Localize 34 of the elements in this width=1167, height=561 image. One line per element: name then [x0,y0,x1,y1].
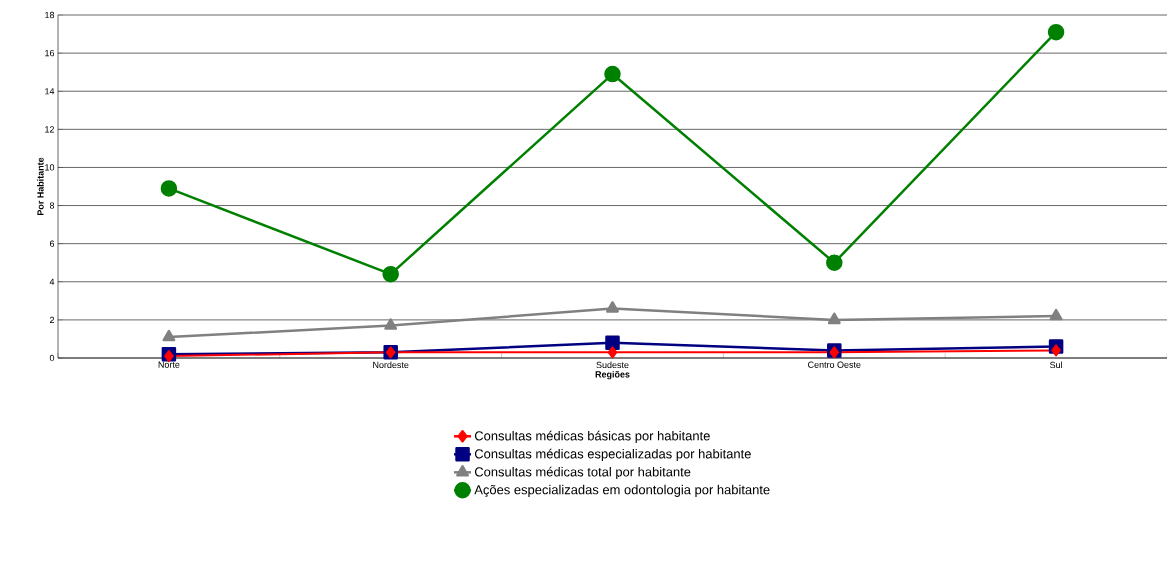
point [382,265,399,283]
x-tick-label: Norte [158,361,180,368]
point [607,346,618,359]
y-tick-label: 12 [45,126,55,133]
point [162,329,176,342]
point [827,312,841,325]
x-tick-label: Sul [1050,361,1062,369]
point [1051,344,1061,357]
y-axis-title: Por Habitante [37,157,44,216]
legend-label: Consultas médicas total por habitante [474,466,691,480]
legend-label: Consultas médicas básicas por habitante [474,430,710,444]
y-tick-label: 2 [49,316,55,324]
x-axis-title: Regiões [595,370,630,380]
y-tick-label: 6 [49,240,55,247]
point [606,301,619,313]
legend-label: Ações especializadas em odontologia por habitante [474,484,770,497]
x-tick-label: Centro Oeste [808,361,861,368]
y-tick-label: 16 [45,49,55,57]
point [1049,308,1063,321]
legend-label: Consultas médicas especializadas por habitante [474,448,751,462]
point [826,254,843,271]
point [160,180,178,197]
point [1047,23,1065,41]
x-tick-label: Nordeste [373,361,409,369]
y-tick-label: 8 [49,202,55,209]
y-tick-label: 18 [45,11,55,19]
x-tick-label: Sudeste [596,361,629,369]
y-tick-label: 4 [49,278,55,285]
y-tick-label: 10 [45,164,55,171]
point [604,65,621,83]
point [605,335,620,351]
y-tick-label: 0 [49,354,55,362]
y-tick-label: 14 [45,88,55,95]
point [384,318,398,330]
